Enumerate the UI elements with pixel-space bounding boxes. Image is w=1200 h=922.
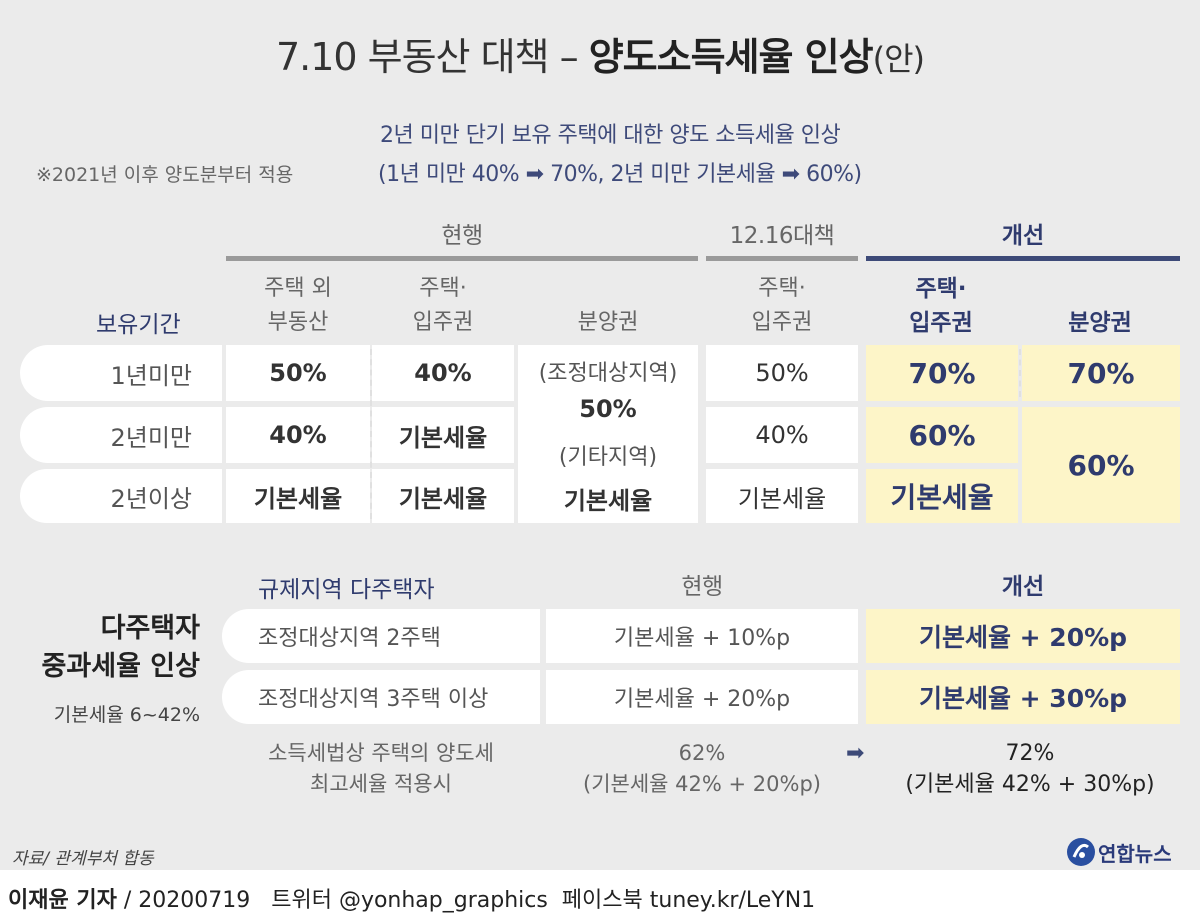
title-bold: 양도소득세율 인상 — [588, 35, 874, 79]
head-area: 규제지역 다주택자 — [258, 577, 435, 603]
row-label-over2y: 2년이상 — [20, 469, 222, 523]
arrow-icon: ➡ — [846, 741, 865, 766]
dash-divider — [370, 349, 372, 519]
page-title: 7.10 부동산 대책 – 양도소득세율 인상(안) — [0, 26, 1200, 81]
row-2house-current: 기본세율 + 10%p — [546, 609, 858, 663]
max-rate-improve: 72% (기본세율 42% + 30%p) — [905, 741, 1155, 797]
cell-new-house-over2y: 기본세율 — [866, 469, 1018, 523]
max-rate-current: 62% (기본세율 42% + 20%p) — [583, 741, 821, 796]
cell-house-2y: 기본세율 — [372, 407, 514, 463]
cell-nonhouse-2y: 40% — [226, 407, 370, 463]
title-prefix: 7.10 부동산 대책 – — [275, 35, 589, 79]
cell-nonhouse-over2y: 기본세율 — [226, 469, 370, 523]
row-label-2y: 2년미만 — [20, 407, 222, 463]
source-note: 자료/ 관계부처 합동 — [12, 849, 154, 869]
cell-house-over2y: 기본세율 — [372, 469, 514, 523]
reporter-name: 이재윤 기자 — [8, 888, 117, 913]
footer-bar — [0, 870, 1200, 922]
cell-nonhouse-1y: 50% — [226, 345, 370, 401]
bunyang-rate-50: 50% — [579, 395, 637, 423]
cell-bunyang-merged: (조정대상지역) 50% (기타지역) 기본세율 — [518, 345, 698, 523]
bunyang-rate-basic: 기본세율 — [563, 487, 653, 515]
row-3house-improve: 기본세율 + 30%p — [866, 670, 1180, 724]
group-current-rule — [226, 256, 698, 261]
row-2house-label: 조정대상지역 2주택 — [222, 609, 540, 663]
title-tail: (안) — [872, 40, 925, 78]
bunyang-other-label: (기타지역) — [558, 445, 658, 470]
yonhap-logo: 연합뉴스 — [1066, 834, 1172, 870]
group-1216-label: 12.16대책 — [729, 223, 835, 249]
dash-divider — [1019, 349, 1021, 397]
row-3house-current: 기본세율 + 20%p — [546, 670, 858, 724]
cell-new-house-2y: 60% — [866, 407, 1018, 463]
row-label-1y: 1년미만 — [20, 345, 222, 401]
row-3house-label: 조정대상지역 3주택 이상 — [222, 670, 540, 724]
max-rate-label: 소득세법상 주택의 양도세 최고세율 적용시 — [268, 741, 494, 796]
col-period-label: 보유기간 — [96, 312, 181, 338]
row-2house-improve: 기본세율 + 20%p — [866, 609, 1180, 663]
col-bunyang-label: 분양권 — [577, 310, 639, 335]
logo-text: 연합뉴스 — [1098, 841, 1172, 866]
multi-home-subtitle: 기본세율 6~42% — [53, 704, 200, 726]
summary-line1: 2년 미만 단기 보유 주택에 대한 양도 소득세율 인상 — [380, 123, 841, 148]
col-nonhouse-label: 주택 외 부동산 — [264, 276, 332, 335]
cell-new-house-1y: 70% — [866, 345, 1018, 401]
group-1216-rule — [706, 256, 858, 261]
yonhap-logo-icon — [1067, 838, 1095, 866]
group-improve-label: 개선 — [1001, 223, 1045, 249]
head-current: 현행 — [681, 574, 723, 600]
head-improve: 개선 — [1001, 574, 1045, 600]
col-1216-house-label: 주택· 입주권 — [751, 276, 813, 335]
group-improve-rule — [866, 256, 1180, 261]
group-current-label: 현행 — [441, 223, 483, 249]
col-new-bunyang-label: 분양권 — [1068, 310, 1132, 336]
footer-rest: / 20200719 트위터 @yonhap_graphics 페이스북 tun… — [116, 888, 816, 913]
summary-line2: (1년 미만 40% ➡ 70%, 2년 미만 기본세율 ➡ 60%) — [378, 162, 862, 187]
bunyang-adjusted-label: (조정대상지역) — [538, 361, 678, 386]
col-house-label: 주택· 입주권 — [412, 276, 474, 335]
cell-1216-1y: 50% — [706, 345, 858, 401]
footer-credit: 이재윤 기자 / 20200719 트위터 @yonhap_graphics 페… — [8, 882, 815, 914]
cell-new-bunyang-2y-merged: 60% — [1022, 407, 1180, 523]
cell-1216-over2y: 기본세율 — [706, 469, 858, 523]
multi-home-title: 다주택자 중과세율 인상 — [41, 613, 200, 682]
cell-new-bunyang-1y: 70% — [1022, 345, 1180, 401]
col-new-house-label: 주택· 입주권 — [909, 276, 973, 336]
apply-note: ※2021년 이후 양도분부터 적용 — [36, 164, 294, 186]
cell-1216-2y: 40% — [706, 407, 858, 463]
cell-house-1y: 40% — [372, 345, 514, 401]
